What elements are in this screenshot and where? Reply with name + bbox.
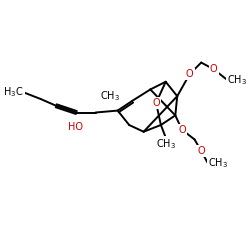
Text: O: O (178, 125, 186, 135)
Text: HO: HO (68, 122, 83, 132)
Text: O: O (198, 146, 205, 156)
Text: CH$_3$: CH$_3$ (156, 138, 176, 151)
Text: CH$_3$: CH$_3$ (208, 156, 228, 170)
Text: CH$_3$: CH$_3$ (100, 89, 120, 103)
Text: H$_3$C: H$_3$C (3, 86, 24, 99)
Text: O: O (186, 69, 194, 79)
Text: O: O (152, 98, 160, 108)
Text: CH$_3$: CH$_3$ (227, 73, 247, 87)
Text: O: O (210, 64, 218, 74)
